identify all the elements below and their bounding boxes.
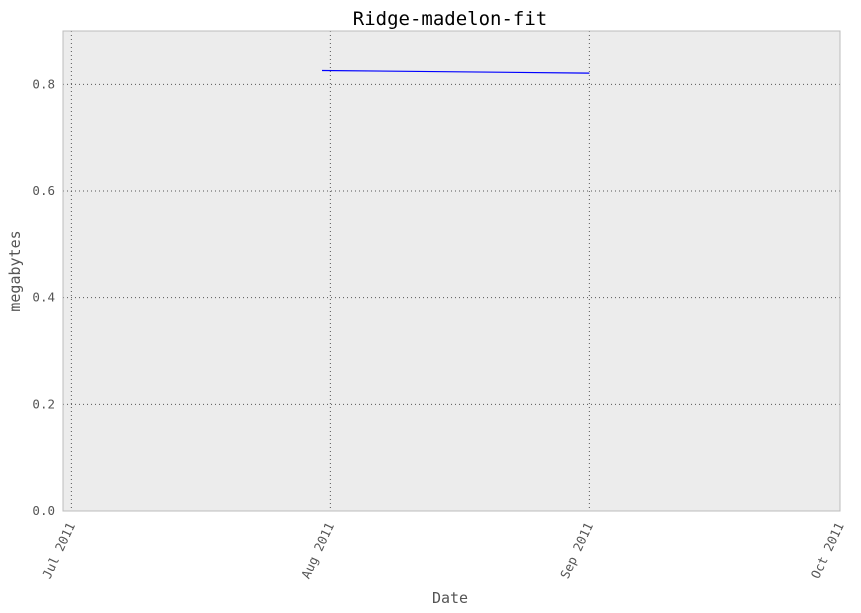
series-line [321,69,590,74]
x-axis-ticks: Jul 2011 Aug 2011 Sep 2011 Oct 2011 [39,520,847,581]
plot-frame [62,30,841,512]
y-tick-label: 0.2 [32,396,55,411]
y-axis-label: megabytes [6,230,24,311]
x-tick-label: Oct 2011 [808,520,847,581]
y-tick-label: 0.4 [32,290,55,305]
chart-title: Ridge-madelon-fit [353,8,547,30]
plot-area [63,31,840,511]
x-tick-label: Sep 2011 [557,520,596,581]
y-tick-label: 0.6 [32,183,55,198]
series-layer [321,69,590,74]
y-tick-label: 0.0 [32,503,55,518]
y-axis-ticks: 0.0 0.2 0.4 0.6 0.8 [32,76,55,518]
x-tick-label: Aug 2011 [298,520,337,581]
x-tick-label: Jul 2011 [39,520,78,581]
x-axis-label: Date [432,589,468,607]
y-tick-label: 0.8 [32,76,55,91]
